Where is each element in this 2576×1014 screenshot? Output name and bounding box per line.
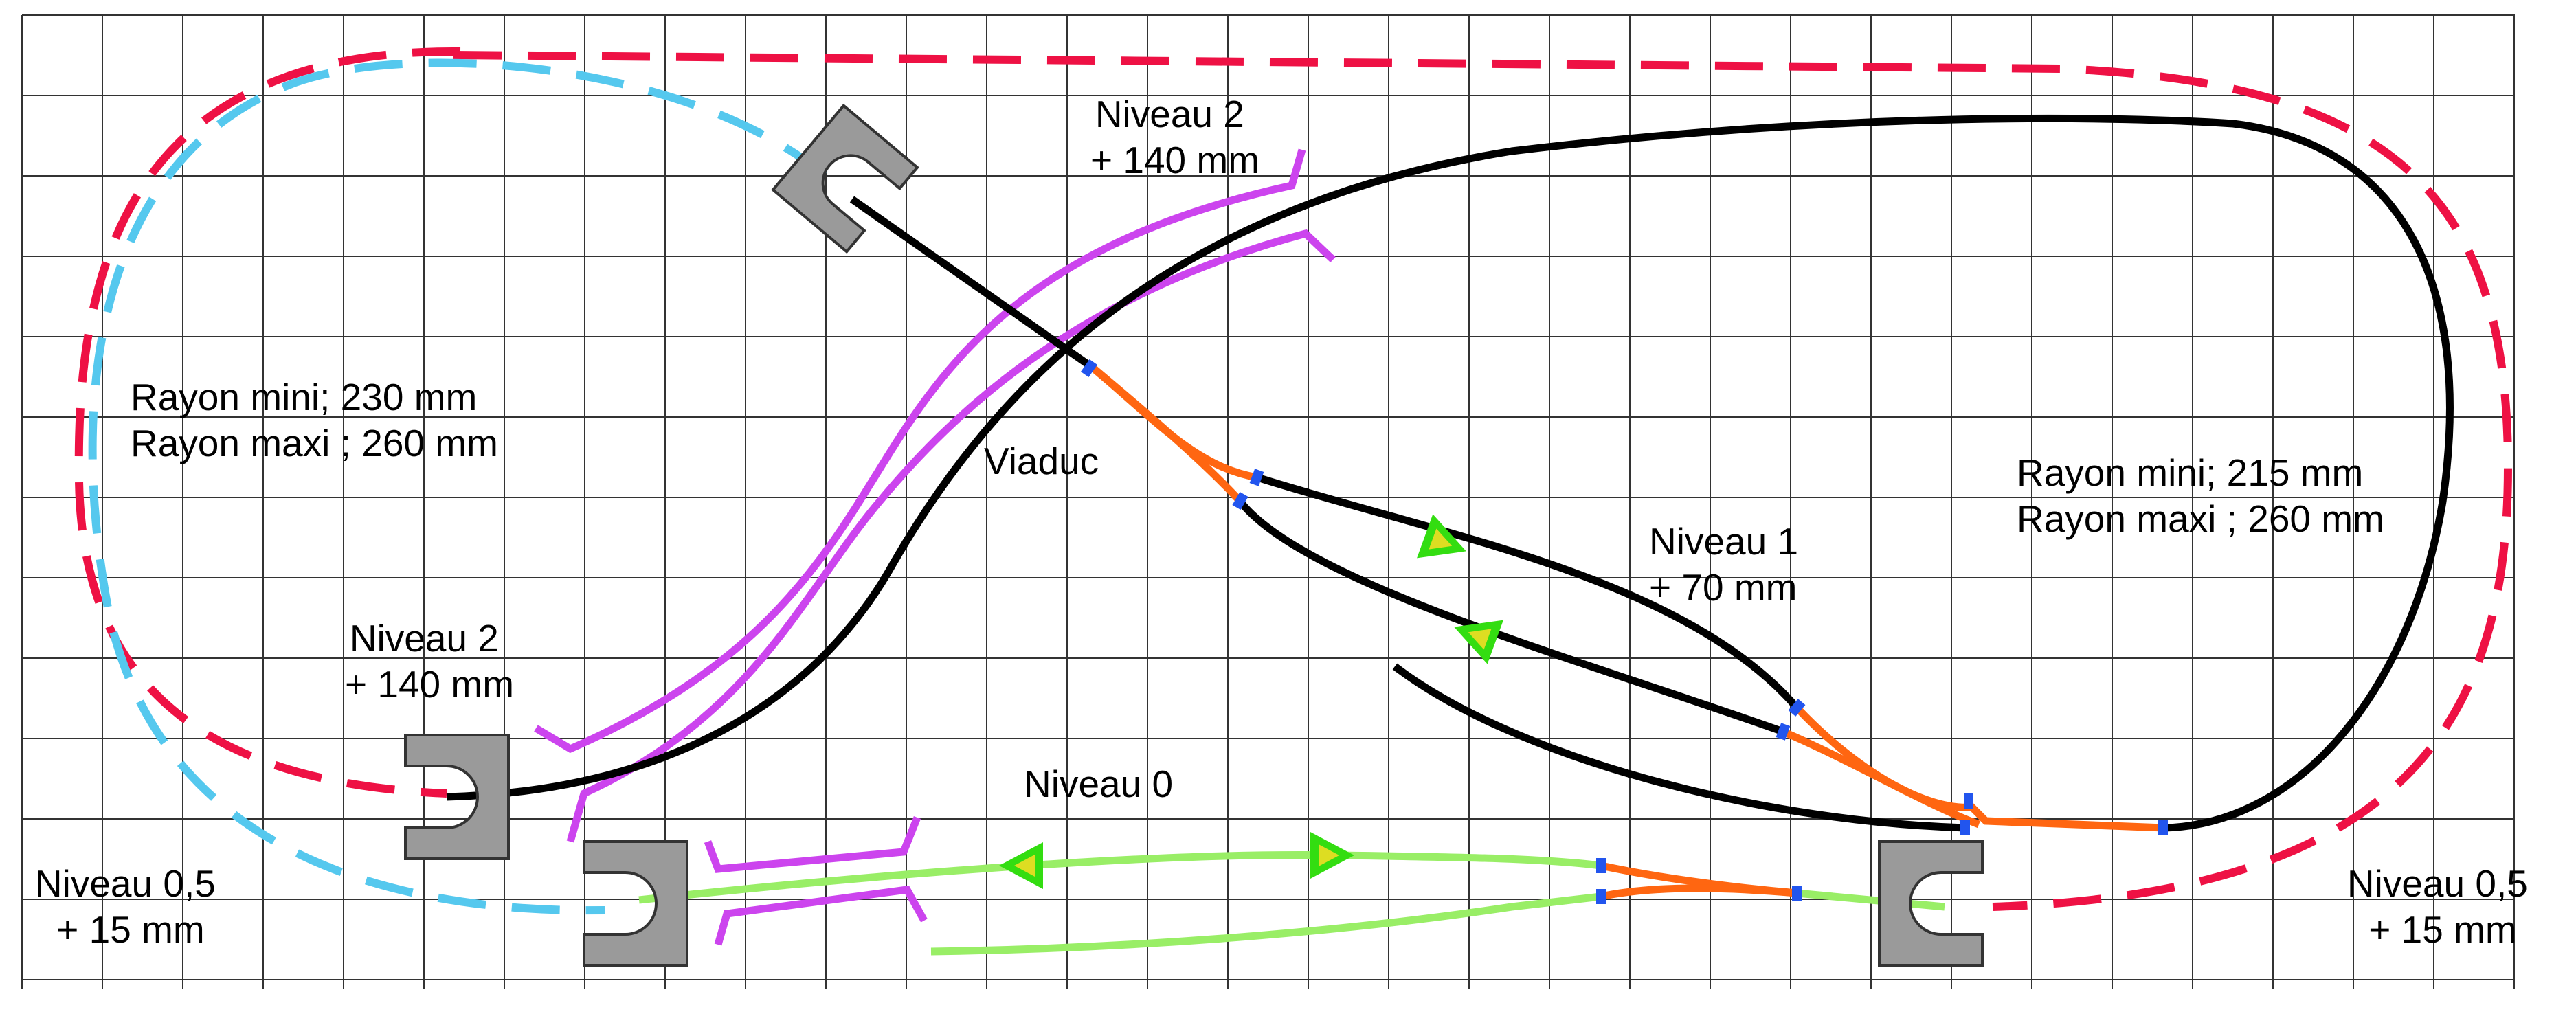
- direction-arrow-icon: [1310, 832, 1354, 879]
- rail-joint: [1249, 469, 1264, 486]
- rail-joint: [1776, 723, 1791, 741]
- rail-joint: [2158, 820, 2168, 835]
- red-dashed-loop-left: [74, 47, 461, 798]
- track-level0-upper: [638, 850, 1602, 904]
- direction-arrow-icon: [1417, 514, 1466, 559]
- rail-joint: [1792, 886, 1802, 901]
- track-diagonal: [849, 196, 1095, 371]
- direction-arrow-icon: [999, 842, 1043, 889]
- tunnel-portal-icon: [771, 103, 919, 254]
- label-niveau2-top: Niveau 2 + 140 mm: [1090, 93, 1259, 181]
- rail-joint: [1596, 889, 1606, 904]
- rail-joint: [1788, 699, 1806, 717]
- bridge-rail-top: [704, 815, 921, 873]
- red-dashed-loop: [453, 51, 2513, 911]
- track-level1-lower: [1392, 663, 1966, 832]
- label-niveau0: Niveau 0: [1024, 763, 1173, 805]
- tunnel-portal-icon: [404, 734, 510, 860]
- track-level0-lower: [930, 892, 1602, 956]
- label-rayon-right: Rayon mini; 215 mm Rayon maxi ; 260 mm: [2017, 451, 2384, 540]
- label-rayon-left: Rayon mini; 230 mm Rayon maxi ; 260 mm: [131, 376, 498, 464]
- track-level1-middle: [1237, 499, 1784, 736]
- label-niveau2-left: Niveau 2 + 140 mm: [345, 617, 514, 706]
- rail-joint: [1960, 820, 1970, 835]
- track-main-loop: [446, 114, 2454, 832]
- direction-arrow-icon: [1454, 620, 1503, 664]
- rail-joint: [1964, 793, 1973, 809]
- tunnel-portal-icon: [583, 840, 688, 967]
- bridge-rail-bottom: [714, 886, 928, 946]
- tunnel-portal-icon: [1878, 840, 1984, 967]
- track-level0-right: [1796, 889, 1945, 911]
- rail-joint: [1232, 491, 1248, 510]
- viaduc-rail-outer: [534, 148, 1306, 754]
- label-niveau05-right: Niveau 0,5 + 15 mm: [2347, 862, 2538, 951]
- rail-joints: [1080, 359, 2168, 904]
- label-niveau05-left: Niveau 0,5 + 15 mm: [35, 862, 226, 951]
- turnout-upper-left-branch: [1090, 364, 1244, 504]
- track-level1-upper: [1256, 473, 1800, 710]
- label-niveau1: Niveau 1 + 70 mm: [1649, 520, 1808, 609]
- rail-joint: [1596, 858, 1606, 873]
- blue-dashed-loop: [88, 58, 827, 915]
- rail-joint: [1080, 359, 1098, 378]
- label-viaduc: Viaduc: [984, 440, 1099, 482]
- turnout-bottom-branch: [1600, 884, 1797, 901]
- turnout-right-middle: [1781, 728, 1980, 829]
